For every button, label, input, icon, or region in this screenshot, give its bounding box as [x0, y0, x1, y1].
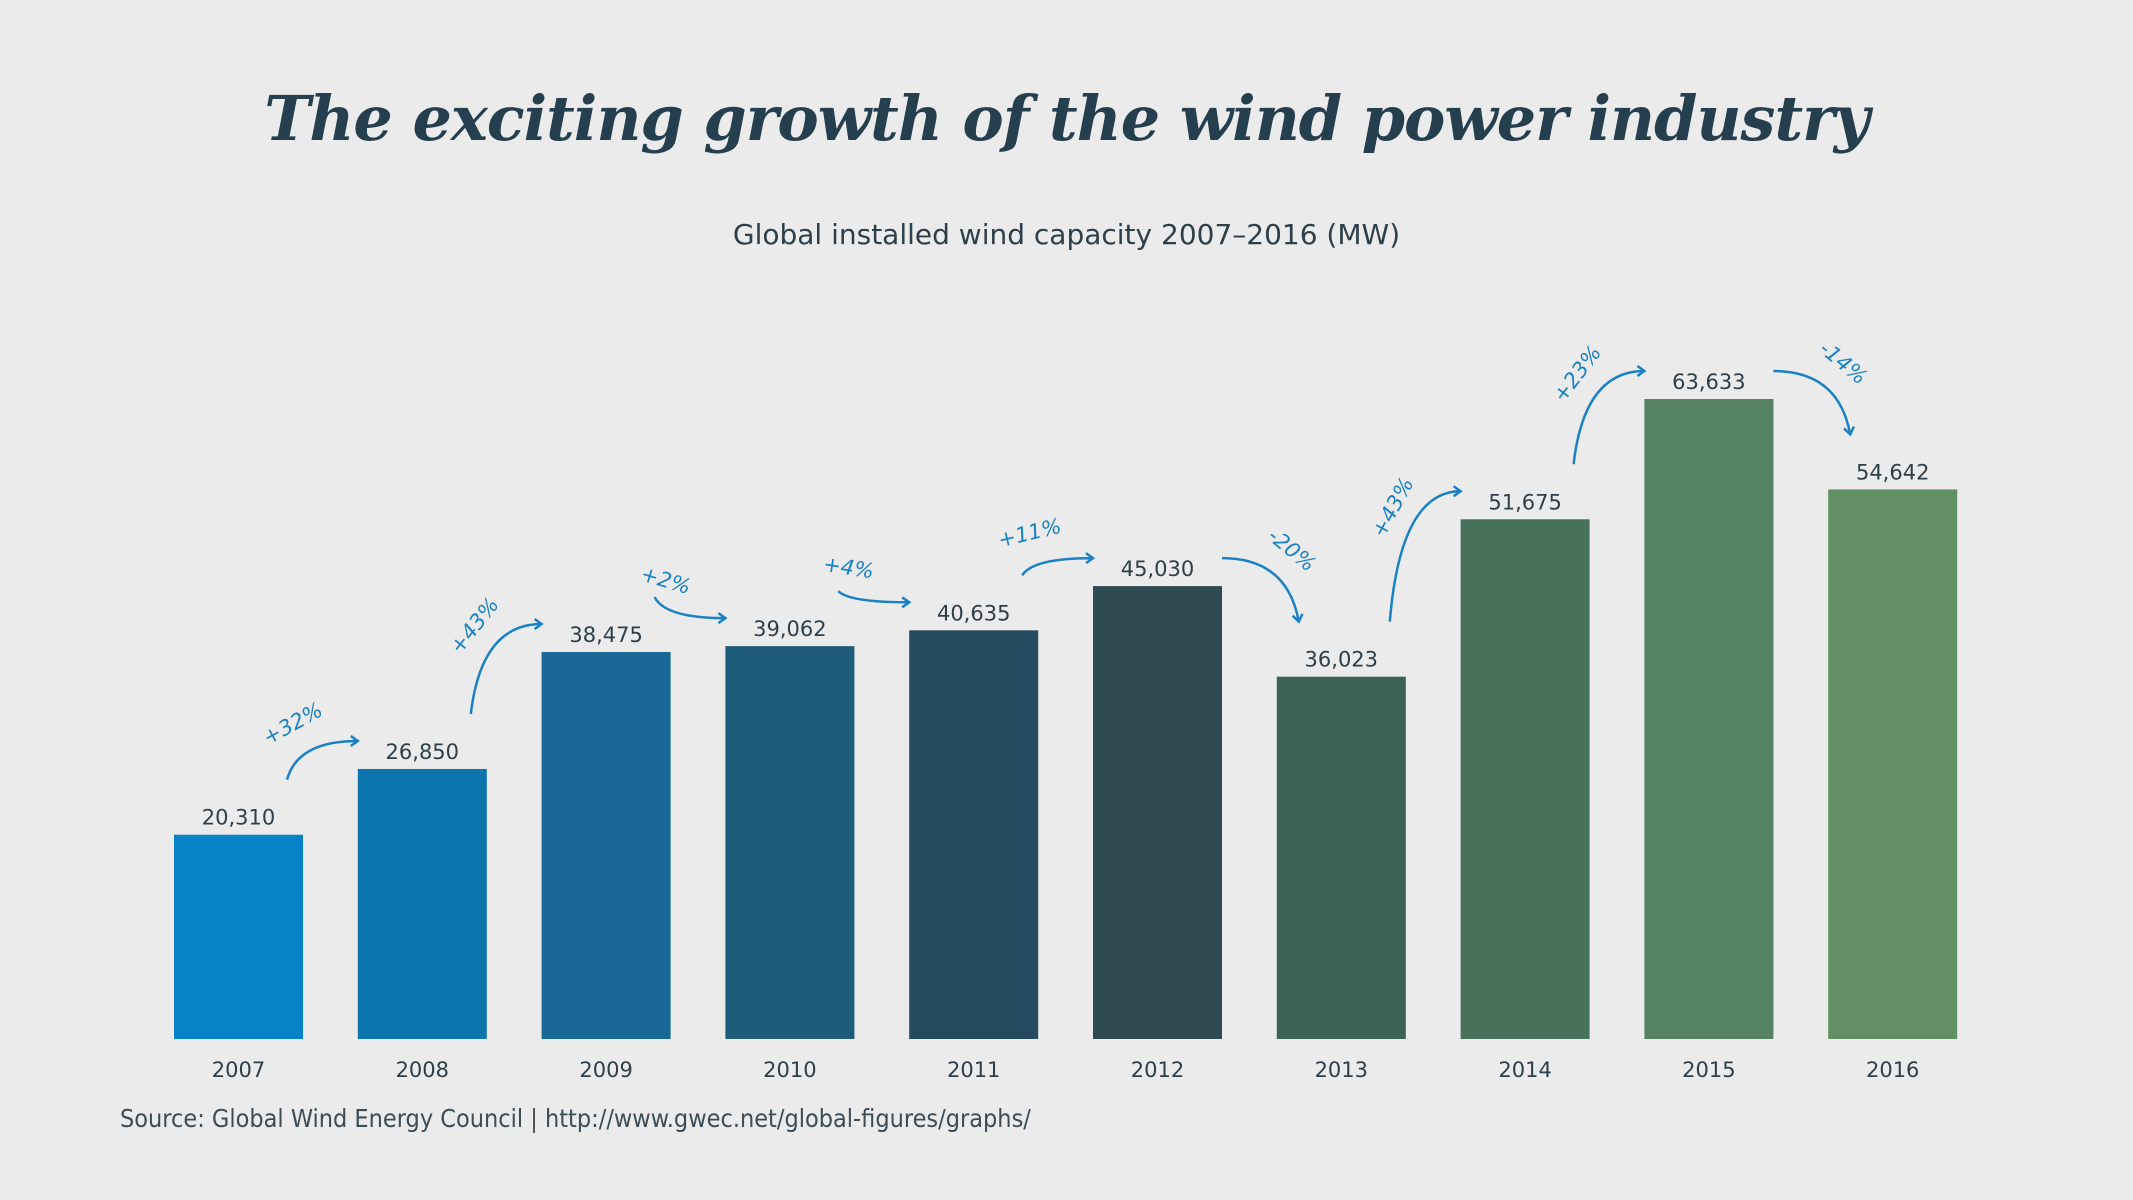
bar-2009	[541, 652, 671, 1039]
x-tick-label: 2013	[1315, 1058, 1368, 1082]
value-label: 54,642	[1856, 460, 1929, 484]
chart-subtitle: Global installed wind capacity 2007–2016…	[732, 218, 1401, 251]
change-label: +11%	[996, 514, 1064, 552]
change-arrow	[1221, 556, 1299, 622]
chart-title: The exciting growth of the wind power in…	[264, 82, 1870, 155]
x-tick-label: 2007	[212, 1058, 265, 1082]
change-arrow	[653, 596, 726, 618]
x-tick-label: 2008	[396, 1058, 449, 1082]
bar-2007	[174, 834, 303, 1039]
bar-2014	[1460, 519, 1590, 1039]
value-label: 63,633	[1672, 370, 1745, 394]
change-label: +23%	[1548, 341, 1606, 407]
bar-2010	[725, 646, 855, 1039]
change-arrow	[1773, 369, 1850, 434]
value-label: 40,635	[937, 601, 1010, 625]
x-tick-label: 2009	[579, 1058, 632, 1082]
change-label: +4%	[822, 552, 876, 584]
bar-2012	[1093, 586, 1222, 1039]
bar-2016	[1828, 489, 1958, 1039]
source-note: Source: Global Wind Energy Council | htt…	[120, 1104, 1031, 1133]
change-arrow	[1388, 491, 1461, 622]
change-label: +32%	[259, 698, 327, 750]
value-label: 38,475	[569, 623, 642, 647]
value-label: 36,023	[1305, 648, 1378, 672]
change-arrow	[469, 624, 542, 715]
value-label: 26,850	[386, 740, 459, 764]
change-label: +43%	[1367, 473, 1419, 541]
value-label: 39,062	[753, 617, 826, 641]
value-label: 20,310	[202, 806, 275, 830]
value-label: 51,675	[1488, 490, 1561, 514]
bar-2008	[357, 768, 487, 1039]
bar-2013	[1276, 676, 1406, 1039]
x-tick-label: 2014	[1498, 1058, 1551, 1082]
change-label: +43%	[445, 593, 504, 658]
change-label: -20%	[1263, 523, 1320, 576]
change-arrow	[1021, 558, 1093, 577]
x-tick-label: 2011	[947, 1058, 1000, 1082]
change-label: +2%	[638, 562, 694, 600]
change-label: -14%	[1815, 336, 1872, 389]
bar-2011	[909, 630, 1039, 1039]
change-arrow	[285, 741, 358, 781]
x-tick-label: 2016	[1866, 1058, 1919, 1082]
x-tick-label: 2015	[1682, 1058, 1735, 1082]
change-arrow	[837, 590, 909, 602]
bar-2015	[1644, 399, 1774, 1039]
x-tick-label: 2010	[763, 1058, 816, 1082]
value-label: 45,030	[1121, 557, 1194, 581]
change-arrow	[1572, 371, 1645, 465]
x-tick-label: 2012	[1131, 1058, 1184, 1082]
